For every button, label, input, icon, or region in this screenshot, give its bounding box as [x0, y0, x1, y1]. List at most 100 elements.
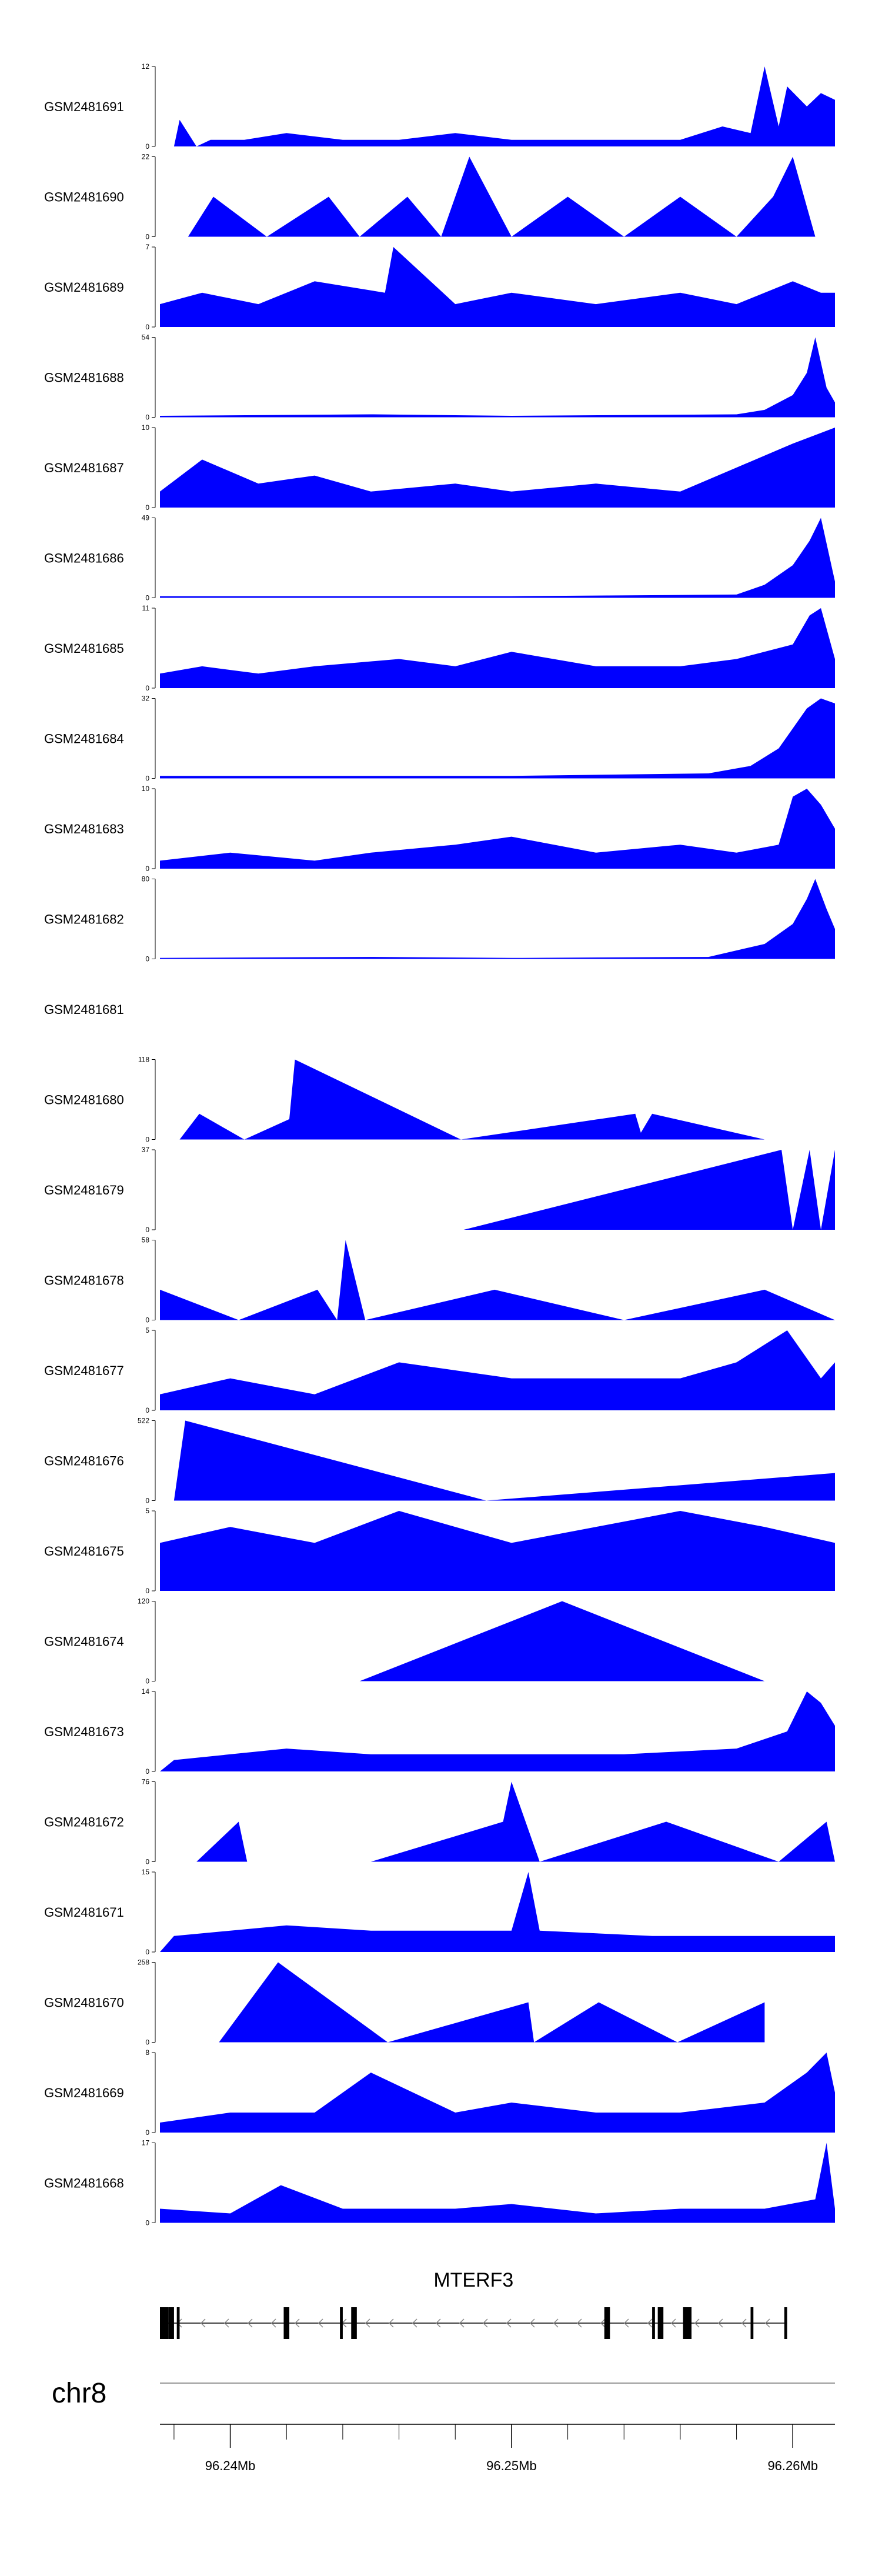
track-label: GSM2481684 [44, 732, 124, 746]
track-label: GSM2481673 [44, 1724, 124, 1739]
strand-arrow-icon [459, 2318, 465, 2328]
track-ymax-label: 11 [142, 604, 150, 612]
track-label: GSM2481683 [44, 822, 124, 836]
coverage-area [160, 66, 835, 146]
track-GSM2481679: GSM2481679 37 0 [44, 1146, 835, 1234]
gene-exon [283, 2307, 290, 2339]
track-ymax-label: 32 [142, 695, 150, 703]
coverage-area [160, 1240, 835, 1320]
track-ymax-label: 15 [142, 1868, 150, 1876]
coverage-area [160, 879, 835, 959]
track-ymax-label: 76 [142, 1778, 150, 1786]
strand-arrow-icon [270, 2318, 276, 2328]
track-label: GSM2481677 [44, 1363, 124, 1378]
track-ymin-label: 0 [145, 323, 149, 331]
track-label: GSM2481685 [44, 641, 124, 656]
track-ymax-label: 58 [142, 1236, 150, 1244]
strand-arrow-icon [647, 2318, 653, 2328]
track-GSM2481681: GSM2481681 [44, 1002, 124, 1017]
gene-exon [340, 2307, 343, 2339]
gene-exon [176, 2307, 180, 2339]
gene-exon [160, 2307, 169, 2339]
track-ymax-label: 10 [142, 785, 150, 793]
gene-exon [683, 2307, 692, 2339]
track-GSM2481690: GSM2481690 22 0 [44, 153, 835, 241]
gene-name-label: MTERF3 [433, 2269, 513, 2291]
track-GSM2481675: GSM2481675 5 0 [44, 1507, 835, 1595]
track-ymin-label: 0 [145, 413, 149, 422]
coverage-area [160, 1691, 835, 1771]
track-GSM2481676: GSM2481676 522 0 [44, 1417, 835, 1505]
coverage-area [160, 428, 835, 508]
track-ymin-label: 0 [145, 1587, 149, 1595]
track-ymin-label: 0 [145, 1226, 149, 1234]
track-ymin-label: 0 [145, 2219, 149, 2227]
track-ymin-label: 0 [145, 1136, 149, 1144]
track-ymax-label: 5 [145, 1507, 149, 1515]
strand-arrow-icon [670, 2318, 676, 2328]
track-ymin-label: 0 [145, 233, 149, 241]
track-GSM2481691: GSM2481691 12 0 [44, 62, 835, 151]
track-ymax-label: 37 [142, 1146, 150, 1154]
strand-arrow-icon [435, 2318, 441, 2328]
gene-exon [657, 2307, 664, 2339]
strand-arrow-icon [741, 2318, 747, 2328]
track-ymin-label: 0 [145, 142, 149, 151]
track-label: GSM2481668 [44, 2176, 124, 2191]
track-ymax-label: 10 [142, 423, 150, 432]
coverage-area [160, 698, 835, 779]
track-GSM2481668: GSM2481668 17 0 [44, 2139, 835, 2227]
coverage-area [160, 1511, 835, 1591]
track-GSM2481685: GSM2481685 11 0 [44, 604, 835, 692]
coverage-area [160, 337, 835, 418]
gene-exon [750, 2307, 754, 2339]
track-GSM2481686: GSM2481686 49 0 [44, 514, 835, 602]
track-ymax-label: 22 [142, 153, 150, 161]
coverage-area [160, 1962, 765, 2043]
track-label: GSM2481679 [44, 1183, 124, 1197]
track-label: GSM2481686 [44, 551, 124, 566]
track-GSM2481680: GSM2481680 118 0 [44, 1056, 765, 1144]
track-label: GSM2481687 [44, 461, 124, 475]
strand-arrow-icon [623, 2318, 629, 2328]
track-label: GSM2481691 [44, 99, 124, 114]
coverage-area [160, 247, 835, 327]
track-GSM2481669: GSM2481669 8 0 [44, 2048, 835, 2137]
strand-arrow-icon [223, 2318, 229, 2328]
coverage-area [160, 1872, 835, 1952]
coverage-area [160, 608, 835, 688]
track-ymin-label: 0 [145, 684, 149, 692]
track-label: GSM2481669 [44, 2086, 124, 2100]
track-GSM2481689: GSM2481689 7 0 [44, 243, 835, 331]
track-ymin-label: 0 [145, 1406, 149, 1414]
coverage-area [160, 1150, 835, 1230]
strand-arrow-icon [482, 2318, 488, 2328]
track-label: GSM2481670 [44, 1996, 124, 2010]
track-ymax-label: 49 [142, 514, 150, 522]
track-ymax-label: 17 [142, 2139, 150, 2147]
track-ymin-label: 0 [145, 503, 149, 512]
gene-track: MTERF3 [160, 2269, 787, 2339]
strand-arrow-icon [388, 2318, 394, 2328]
strand-arrow-icon [764, 2318, 770, 2328]
track-ymax-label: 54 [142, 333, 150, 342]
track-ymax-label: 258 [138, 1958, 149, 1967]
coverage-area [160, 2053, 835, 2133]
strand-arrow-icon [553, 2318, 559, 2328]
strand-arrow-icon [365, 2318, 370, 2328]
track-GSM2481687: GSM2481687 10 0 [44, 423, 835, 512]
strand-arrow-icon [506, 2318, 512, 2328]
chromosome-label: chr8 [52, 2378, 106, 2409]
track-label: GSM2481681 [44, 1002, 124, 1017]
track-ymax-label: 5 [145, 1326, 149, 1334]
track-label: GSM2481690 [44, 190, 124, 205]
track-label: GSM2481680 [44, 1093, 124, 1107]
track-ymin-label: 0 [145, 1497, 149, 1505]
track-ymin-label: 0 [145, 865, 149, 873]
track-GSM2481684: GSM2481684 32 0 [44, 695, 835, 783]
track-ymin-label: 0 [145, 1677, 149, 1686]
track-label: GSM2481671 [44, 1905, 124, 1920]
coverage-area [160, 1601, 835, 1681]
gene-exon [784, 2307, 787, 2339]
